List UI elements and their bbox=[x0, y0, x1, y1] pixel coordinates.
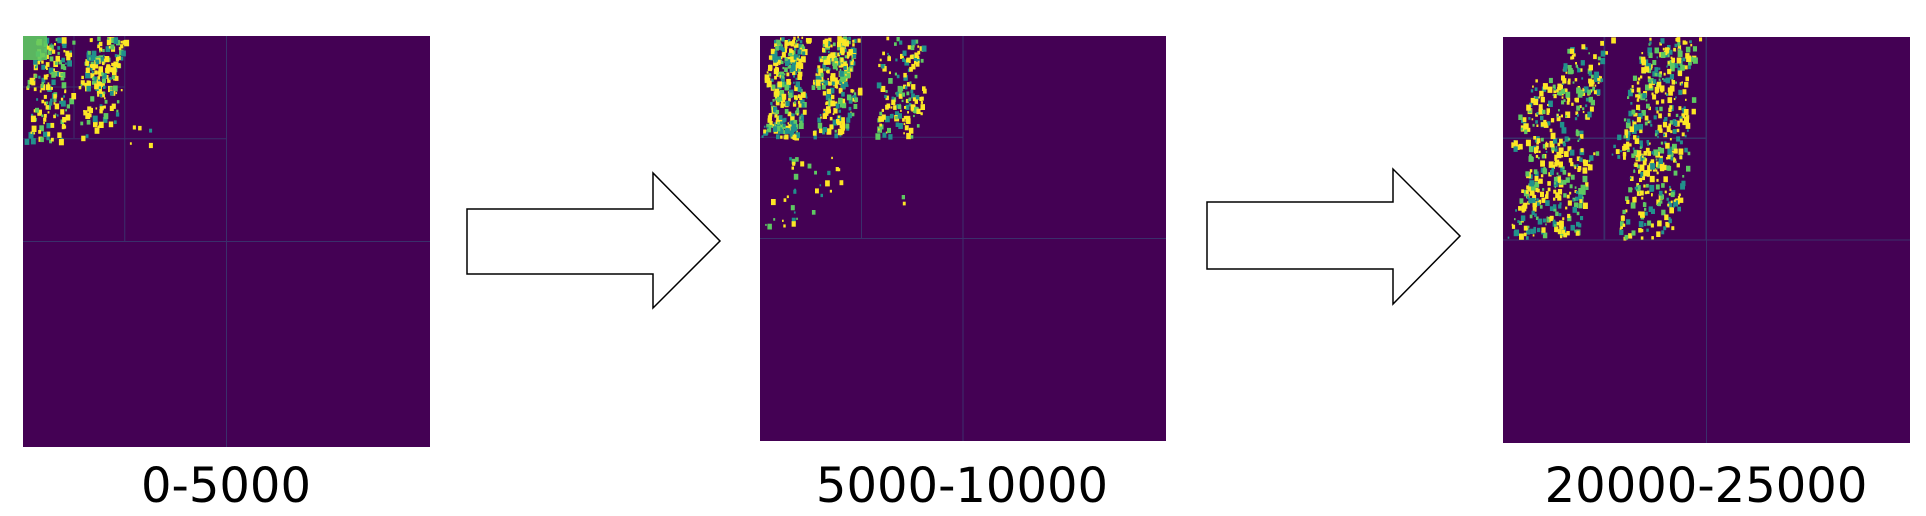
heatmap-panel-1 bbox=[23, 36, 430, 447]
heatmap-1 bbox=[23, 36, 430, 447]
right-arrow-icon bbox=[1206, 167, 1462, 306]
panel-3-caption: 20000-25000 bbox=[1544, 458, 1868, 514]
heatmap-panel-3 bbox=[1503, 37, 1910, 443]
heatmap-2 bbox=[760, 36, 1166, 441]
heatmap-panel-2 bbox=[760, 36, 1166, 441]
heatmap-3 bbox=[1503, 37, 1910, 443]
panel-1-caption: 0-5000 bbox=[140, 458, 311, 514]
right-arrow-icon bbox=[466, 171, 722, 310]
panel-2-caption: 5000-10000 bbox=[815, 458, 1109, 514]
